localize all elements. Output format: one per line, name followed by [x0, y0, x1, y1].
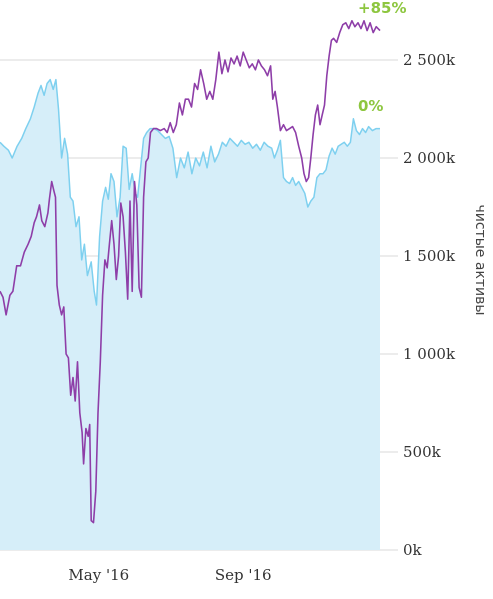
- y-tick-label: 2 000k: [403, 149, 456, 167]
- series-end-label-1: +85%: [358, 0, 406, 17]
- x-axis-tick-labels: May '16 Sep '16: [68, 566, 271, 584]
- area-series-line: [0, 78, 380, 306]
- x-tick-label: Sep '16: [215, 566, 272, 584]
- y-tick-label: 0k: [403, 541, 423, 559]
- y-axis-label: чистые активы: [472, 205, 488, 316]
- y-tick-label: 2 500k: [403, 51, 456, 69]
- y-axis-tick-labels: 0k 500k 1 000k 1 500k 2 000k 2 500k: [403, 51, 456, 559]
- area-series-fill: [0, 79, 380, 550]
- series-end-labels: 0% +85%: [358, 0, 406, 115]
- y-tick-label: 1 000k: [403, 345, 456, 363]
- line-series-group: [0, 20, 381, 524]
- y-tick-label: 500k: [403, 443, 442, 461]
- series-end-label-0: 0%: [358, 97, 383, 115]
- area-series-group: [0, 78, 380, 550]
- x-tick-label: May '16: [68, 566, 129, 584]
- line-series: [0, 20, 381, 524]
- y-tick-label: 1 500k: [403, 247, 456, 265]
